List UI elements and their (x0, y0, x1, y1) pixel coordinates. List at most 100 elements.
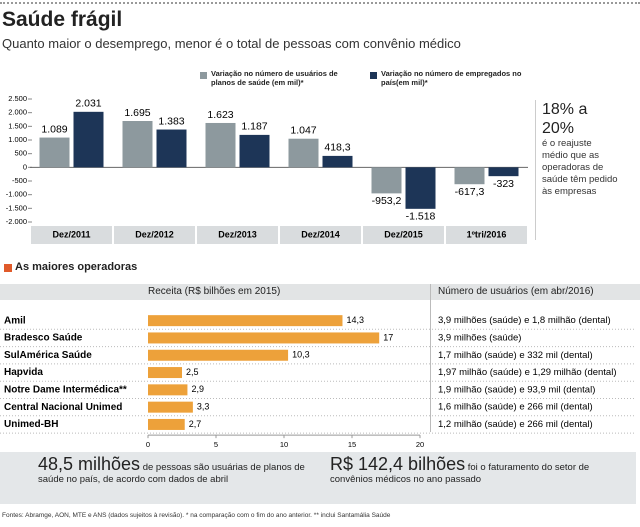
x-tick-label: 20 (416, 440, 424, 449)
bar (371, 167, 402, 194)
bar (39, 137, 70, 168)
section-icon (4, 264, 12, 272)
highlight-text: foi o faturamento do setor de convênios … (330, 462, 590, 485)
source: Fontes: Abramge, AON, MTE e ANS (dados s… (2, 512, 391, 519)
y-tick-label: 1.500 (8, 121, 27, 130)
value-label: 1.047 (290, 124, 316, 136)
value-label: 1.383 (158, 115, 184, 127)
bar (148, 367, 182, 379)
title: Saúde frágil (2, 8, 123, 31)
value-label: -323 (493, 178, 514, 190)
bar (148, 384, 188, 396)
y-tick-label: -2.000 (6, 217, 27, 226)
column-divider (430, 284, 431, 432)
x-tick-label: 15 (348, 440, 356, 449)
x-tick-label: Dez/2014 (301, 229, 340, 239)
legend-label: Variação no número de empregados no país… (381, 69, 522, 87)
category-label: Unimed-BH (4, 419, 58, 430)
value-label: 418,3 (324, 142, 350, 154)
y-tick-label: -1.500 (6, 203, 27, 212)
x-tick-label: 10 (280, 440, 288, 449)
value-label: 14,3 (346, 315, 364, 325)
category-band (114, 226, 195, 244)
y-tick-label: 1.000 (8, 135, 27, 144)
bar (148, 332, 380, 344)
table-header (0, 284, 640, 300)
category-label: Bradesco Saúde (4, 333, 83, 344)
y-tick-label: 2.500 (8, 94, 27, 103)
bar (288, 138, 319, 168)
bar (122, 121, 153, 168)
y-tick-label: 2.000 (8, 108, 27, 117)
users-cell: 1,97 milhão (saúde) e 1,29 milhão (denta… (438, 367, 617, 378)
value-label: 17 (383, 332, 393, 342)
value-label: 1.187 (241, 121, 267, 133)
bar (73, 111, 104, 168)
value-label: -1.518 (406, 211, 436, 223)
y-tick-label: -500 (12, 176, 27, 185)
value-label: -617,3 (455, 186, 485, 198)
category-label: Hapvida (4, 367, 43, 378)
bar (454, 167, 485, 185)
highlight-figure: 48,5 milhões (38, 454, 141, 474)
top-rule (0, 2, 640, 4)
highlight-figure: R$ 142,4 bilhões (330, 454, 466, 474)
category-label: Notre Dame Intermédica** (4, 384, 127, 395)
value-label: 2.031 (75, 98, 101, 110)
highlight-text: de pessoas são usuárias de planos de saú… (38, 462, 305, 485)
category-label: Amil (4, 315, 26, 326)
bar (156, 129, 187, 168)
value-label: 1.695 (124, 107, 150, 119)
x-tick-label: Dez/2015 (384, 229, 423, 239)
value-label: 2,9 (191, 384, 204, 394)
value-label: 10,3 (292, 350, 310, 360)
value-label: -953,2 (372, 195, 402, 207)
legend-swatch (200, 72, 207, 79)
value-label: 2,7 (189, 419, 202, 429)
value-label: 3,3 (197, 402, 210, 412)
users-cell: 3,9 milhões (saúde) e 1,8 milhão (dental… (438, 315, 611, 326)
users-cell: 1,6 milhão (saúde) e 266 mil (dental) (438, 402, 593, 413)
value-label: 1.089 (41, 123, 67, 135)
category-band (446, 226, 527, 244)
x-tick-label: 5 (214, 440, 218, 449)
bar (239, 134, 270, 168)
bar (148, 315, 343, 327)
x-tick-label: Dez/2011 (52, 229, 90, 239)
column-title: Número de usuários (em abr/2016) (438, 286, 594, 297)
sidebar-headline: 18% a 20% (542, 101, 588, 137)
y-tick-label: -1.000 (6, 190, 27, 199)
category-band (363, 226, 444, 244)
users-cell: 1,2 milhão (saúde) e 266 mil (dental) (438, 419, 593, 430)
category-band (280, 226, 361, 244)
section-title: As maiores operadoras (15, 261, 138, 273)
category-label: Central Nacional Unimed (4, 402, 122, 413)
bar (405, 167, 436, 209)
category-band (197, 226, 278, 244)
sidebar: 18% a 20% é o reajuste médio que as oper… (535, 100, 636, 240)
value-label: 2,5 (186, 367, 199, 377)
sidebar-text: é o reajuste médio que as operadoras de … (542, 138, 618, 197)
x-tick-label: Dez/2013 (218, 229, 257, 239)
value-label: 1.623 (207, 109, 233, 121)
category-label: SulAmérica Saúde (4, 350, 92, 361)
y-tick-label: 500 (14, 149, 27, 158)
highlights: 48,5 milhões de pessoas são usuárias de … (0, 452, 636, 504)
users-cell: 1,7 milhão (saúde) e 332 mil (dental) (438, 350, 593, 361)
bar (205, 122, 236, 168)
x-tick-label: Dez/2012 (135, 229, 174, 239)
bar (488, 167, 519, 177)
column-title: Receita (R$ bilhões em 2015) (148, 286, 281, 297)
legend-swatch (370, 72, 377, 79)
subtitle: Quanto maior o desemprego, menor é o tot… (2, 36, 461, 51)
bar (148, 349, 289, 361)
users-cell: 1,9 milhão (saúde) e 93,9 mil (dental) (438, 384, 595, 395)
users-cell: 3,9 milhões (saúde) (438, 332, 521, 343)
bar (322, 155, 353, 168)
x-tick-label: 0 (146, 440, 150, 449)
category-band (31, 226, 112, 244)
legend-label: Variação no número de usuários de planos… (211, 69, 338, 87)
y-tick-label: 0 (23, 162, 27, 171)
